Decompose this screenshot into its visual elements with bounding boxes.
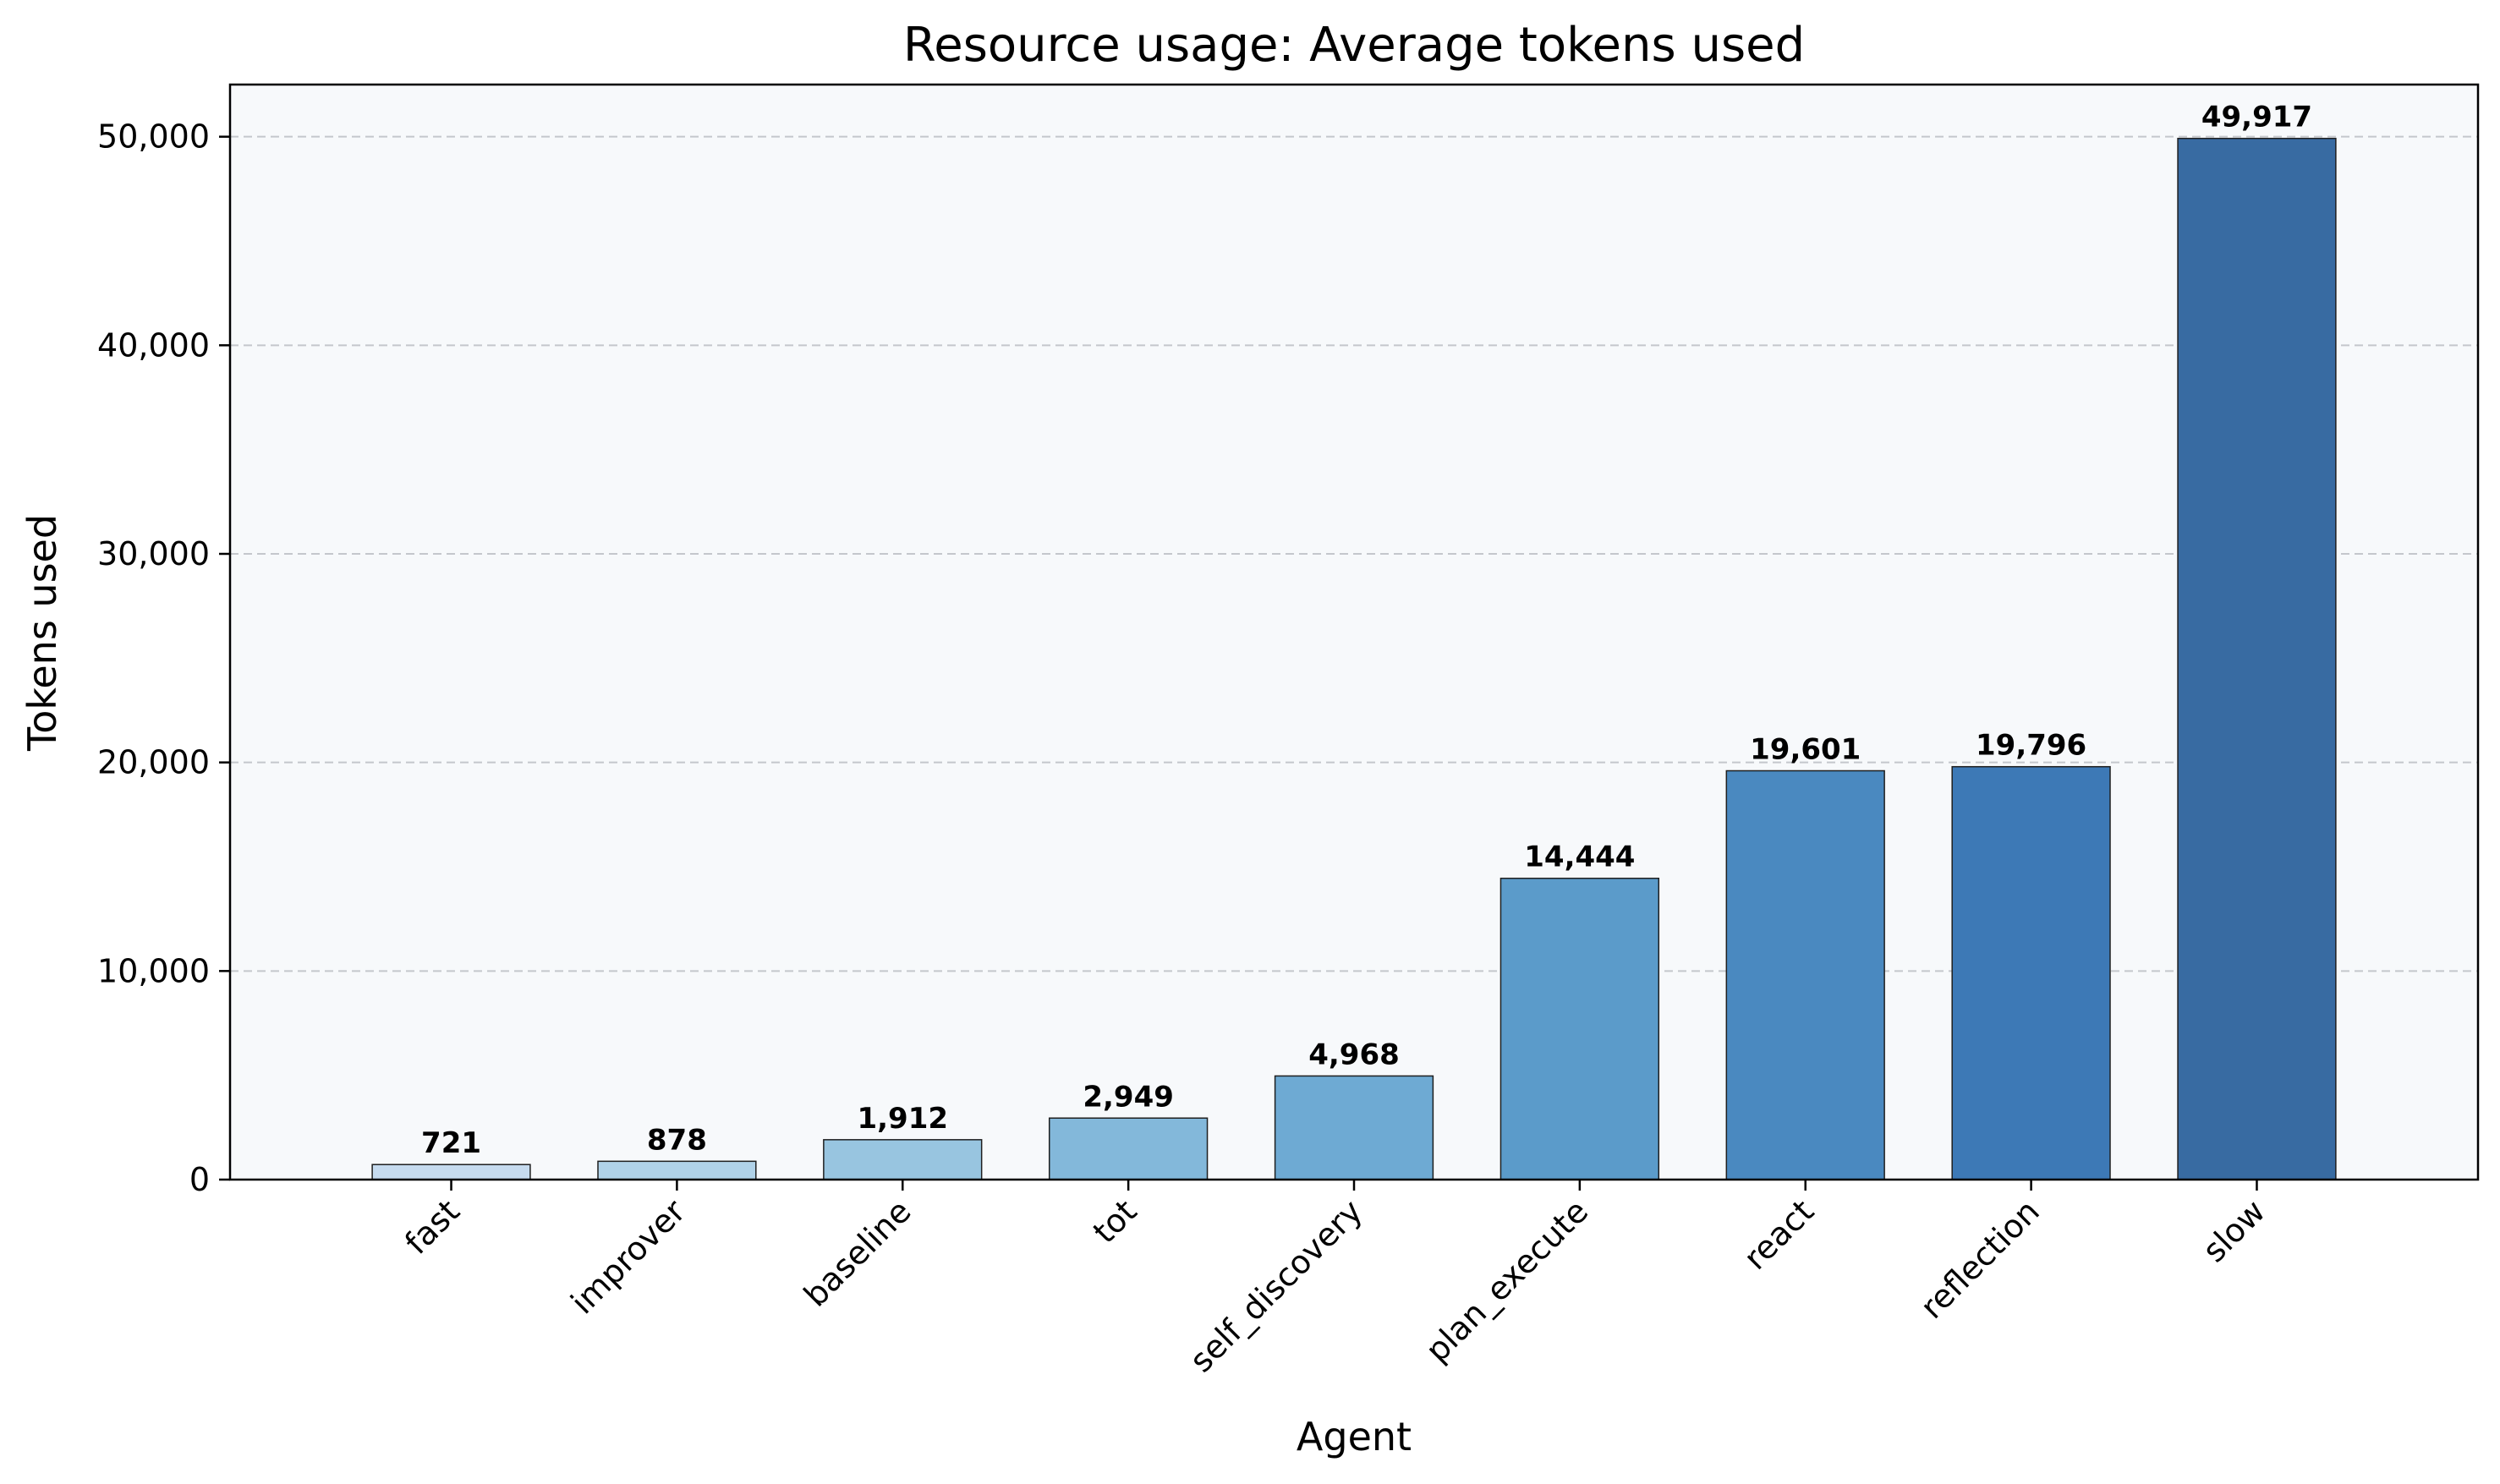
bar-fast — [371, 1164, 531, 1180]
bar-reflection — [1951, 765, 2111, 1180]
bar-slow — [2177, 137, 2337, 1180]
y-tick-label: 50,000 — [97, 118, 210, 156]
bar-improver — [597, 1160, 757, 1180]
x-axis-title: Agent — [1297, 1414, 1412, 1459]
bar-baseline — [823, 1139, 983, 1180]
value-labels: 721 878 1,912 2,949 4,968 14,444 19,601 19,796 4… — [421, 101, 2312, 1161]
bar-plan-execute — [1499, 877, 1660, 1180]
value-label: 878 — [647, 1123, 707, 1157]
value-label: 19,796 — [1976, 729, 2086, 763]
value-label: 4,968 — [1308, 1038, 1400, 1071]
value-label: 49,917 — [2201, 101, 2312, 134]
bars — [371, 137, 2337, 1180]
value-label: 721 — [421, 1126, 481, 1160]
y-axis: 0 10,000 20,000 30,000 40,000 50,000 — [97, 118, 230, 1198]
y-tick-label: 20,000 — [97, 744, 210, 781]
bar-self-discovery — [1274, 1075, 1434, 1180]
y-tick-label: 30,000 — [97, 535, 210, 572]
bar-tot — [1048, 1117, 1209, 1180]
y-tick-label: 40,000 — [97, 326, 210, 364]
bar-react — [1725, 769, 1885, 1180]
chart-title: Resource usage: Average tokens used — [903, 18, 1805, 73]
y-tick-label: 10,000 — [97, 952, 210, 989]
value-label: 19,601 — [1750, 733, 1861, 767]
plot-area — [230, 85, 2478, 1180]
value-label: 1,912 — [857, 1102, 948, 1136]
value-label: 2,949 — [1083, 1080, 1174, 1114]
value-label: 14,444 — [1524, 841, 1635, 874]
y-tick-label: 0 — [189, 1161, 210, 1198]
y-axis-title: Tokens used — [19, 514, 65, 752]
